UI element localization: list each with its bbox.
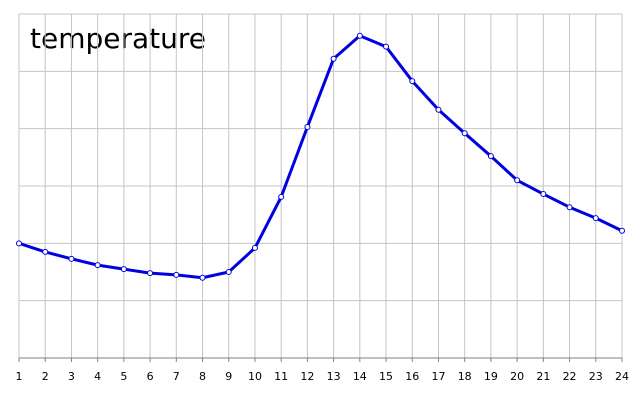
data-point [514, 177, 521, 184]
data-point [356, 32, 363, 39]
data-point [435, 106, 442, 113]
data-point [566, 204, 573, 211]
data-point [173, 271, 180, 278]
data-point [461, 130, 468, 137]
data-point [592, 215, 599, 222]
data-point [94, 262, 101, 269]
data-line [18, 34, 623, 280]
x-tick-label: 22 [563, 370, 577, 383]
x-tick-label: 1 [16, 370, 23, 383]
data-point [147, 270, 154, 277]
x-tick-label: 2 [42, 370, 49, 383]
x-tick-label: 12 [300, 370, 314, 383]
x-tick-label: 24 [615, 370, 629, 383]
data-point [251, 244, 258, 251]
x-tick-label: 5 [120, 370, 127, 383]
x-tick-label: 18 [458, 370, 472, 383]
x-tick-label: 8 [199, 370, 206, 383]
data-point [68, 255, 75, 262]
data-point [383, 43, 390, 50]
x-tick-label: 7 [173, 370, 180, 383]
x-tick-label: 20 [510, 370, 524, 383]
x-tick-label: 13 [327, 370, 341, 383]
x-tick-label: 15 [379, 370, 393, 383]
data-point [42, 248, 49, 255]
data-point [278, 193, 285, 200]
data-point [619, 227, 625, 234]
data-point [540, 191, 547, 198]
x-tick-label: 14 [353, 370, 367, 383]
data-point [225, 269, 232, 275]
data-point [487, 153, 494, 160]
x-tick-label: 23 [589, 370, 603, 383]
x-tick-label: 10 [248, 370, 262, 383]
data-point [199, 274, 206, 281]
x-tick-label: 16 [405, 370, 419, 383]
data-point [16, 240, 22, 247]
data-point [330, 55, 337, 62]
data-point [304, 123, 311, 130]
data-point [409, 78, 416, 85]
x-tick-label: 11 [274, 370, 288, 383]
x-tick-label: 21 [536, 370, 550, 383]
x-tick-label: 3 [68, 370, 75, 383]
data-point [120, 266, 127, 273]
x-tick-label: 4 [94, 370, 101, 383]
x-tick-label: 9 [225, 370, 232, 383]
x-tick-label: 6 [147, 370, 154, 383]
x-tick-label: 17 [431, 370, 445, 383]
x-tick-label: 19 [484, 370, 498, 383]
chart-title: temperature [30, 22, 206, 55]
